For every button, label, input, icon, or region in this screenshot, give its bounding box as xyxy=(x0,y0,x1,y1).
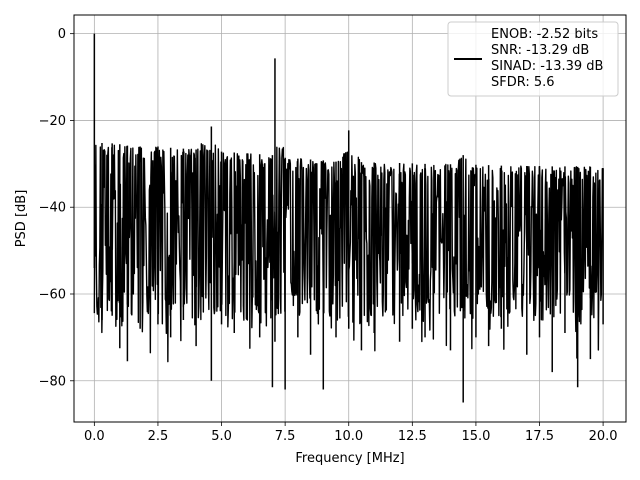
x-tick-label: 10.0 xyxy=(334,429,363,444)
x-tick-label: 2.5 xyxy=(148,429,169,444)
x-tick-label: 15.0 xyxy=(461,429,490,444)
psd-trace xyxy=(93,33,604,403)
x-tick-label: 12.5 xyxy=(398,429,427,444)
x-tick-label: 17.5 xyxy=(525,429,554,444)
y-tick-label: −60 xyxy=(39,287,66,302)
y-axis-label: PSD [dB] xyxy=(14,190,29,248)
legend-box xyxy=(447,21,619,97)
legend: ENOB: -2.52 bits SNR: -13.29 dB SINAD: -… xyxy=(447,21,619,97)
legend-sinad: SINAD: -13.39 dB xyxy=(491,59,603,74)
y-tick-label: −40 xyxy=(39,201,66,216)
legend-sfdr: SFDR: 5.6 xyxy=(491,75,555,90)
legend-snr: SNR: -13.29 dB xyxy=(491,43,589,58)
x-axis-label: Frequency [MHz] xyxy=(295,451,404,466)
x-tick-label: 5.0 xyxy=(211,429,232,444)
x-tick-label: 0.0 xyxy=(84,429,105,444)
x-tick-label: 7.5 xyxy=(275,429,296,444)
axis-ticks: 0.0 2.5 5.0 7.5 10.0 12.5 15.0 17.5 20.0 0 −20 −40 −… xyxy=(39,27,618,444)
x-tick-label: 20.0 xyxy=(589,429,618,444)
y-tick-label: 0 xyxy=(58,27,66,42)
axes-frame xyxy=(73,14,627,423)
y-tick-label: −80 xyxy=(39,374,66,389)
legend-enob: ENOB: -2.52 bits xyxy=(491,27,598,42)
y-tick-label: −20 xyxy=(39,114,66,129)
